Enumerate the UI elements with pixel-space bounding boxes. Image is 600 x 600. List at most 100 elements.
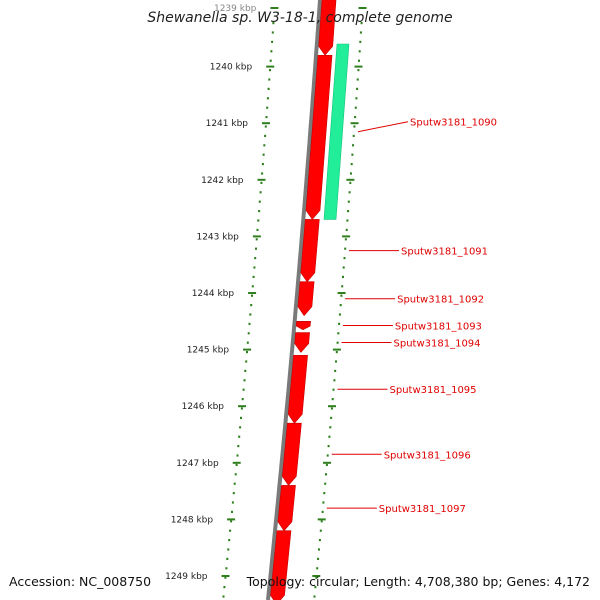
- ruler-dot: [336, 341, 339, 344]
- gene-label: Sputw3181_1094: [394, 339, 481, 350]
- gene-label: Sputw3181_1095: [390, 385, 477, 396]
- ruler-dot: [359, 31, 362, 34]
- ruler-dot: [234, 473, 237, 476]
- ruler-tick-label: 1240 kbp: [210, 63, 253, 73]
- ruler-dot: [237, 445, 240, 448]
- ruler-dot: [346, 219, 349, 222]
- gene-label: Sputw3181_1092: [397, 295, 484, 306]
- ruler-tick: [238, 405, 246, 408]
- ruler-dot: [342, 275, 344, 278]
- forward-gene: [295, 320, 311, 331]
- ruler-tick: [337, 292, 346, 294]
- ruler-tick: [358, 7, 367, 9]
- ruler-dot: [229, 529, 232, 532]
- ruler-dot: [352, 144, 354, 147]
- reverse-gene: [323, 43, 350, 220]
- ruler-dot: [316, 567, 319, 570]
- ruler-dot: [340, 294, 343, 297]
- ruler-dot: [254, 257, 257, 260]
- topology-text: Topology: circular; Length: 4,708,380 bp…: [246, 574, 590, 589]
- ruler-dot: [356, 78, 359, 81]
- ruler-dot: [330, 416, 333, 419]
- ruler-dot: [318, 548, 320, 551]
- ruler-dot: [250, 304, 253, 307]
- ruler-tick-label: 1247 kbp: [176, 459, 219, 469]
- genome-title: Shewanella sp. W3-18-1, complete genome: [147, 10, 453, 26]
- ruler-dot: [349, 181, 352, 184]
- ruler-dot: [251, 285, 254, 288]
- ruler-dot: [223, 586, 226, 589]
- ruler-dot: [247, 332, 250, 335]
- ruler-outer: [313, 22, 363, 598]
- ruler-dot: [243, 379, 246, 382]
- ruler-dot: [242, 388, 245, 391]
- ruler-dot: [258, 200, 261, 203]
- ruler-dot: [342, 266, 345, 269]
- ruler-dot: [350, 163, 353, 166]
- ruler-dot: [264, 125, 267, 128]
- ruler-dot: [256, 228, 259, 231]
- ruler-tick: [266, 65, 275, 68]
- ruler-dot: [317, 557, 320, 560]
- forward-gene: [287, 354, 308, 424]
- forward-gene: [300, 219, 320, 283]
- ruler-dot: [269, 59, 272, 62]
- ruler-dot: [329, 426, 332, 429]
- ruler-dot: [248, 322, 251, 325]
- ruler-dot: [246, 351, 248, 354]
- ruler-dot: [267, 87, 270, 90]
- ruler-dot: [240, 416, 242, 419]
- ruler-dot: [228, 539, 231, 542]
- ruler-dot: [253, 266, 256, 269]
- ruler-dot: [335, 360, 337, 363]
- ruler-dot: [353, 125, 356, 128]
- ruler-dot: [350, 172, 352, 175]
- ruler-dot: [231, 501, 234, 504]
- ruler-dot: [238, 435, 241, 438]
- ruler-tick-label: 1244 kbp: [192, 289, 235, 299]
- ruler-dot: [266, 97, 269, 100]
- ruler-tick-label: 1242 kbp: [201, 176, 244, 186]
- ruler-dot: [322, 501, 325, 504]
- ruler-tick-label: 1249 kbp: [165, 572, 208, 582]
- forward-gene: [281, 422, 302, 486]
- ruler-dot: [252, 275, 255, 278]
- ruler-dot: [344, 247, 347, 250]
- ruler-dot: [235, 463, 238, 466]
- ruler-dot: [268, 78, 271, 81]
- ruler-dot: [264, 134, 267, 137]
- ruler-dot: [338, 322, 341, 325]
- ruler-dot: [334, 369, 337, 372]
- ruler-dot: [255, 238, 258, 241]
- ruler-tick: [227, 518, 236, 521]
- ruler-dot: [313, 595, 316, 598]
- ruler-dot: [239, 426, 242, 429]
- ruler-dot: [249, 313, 252, 316]
- ruler-dot: [343, 257, 346, 260]
- ruler-dot: [318, 539, 321, 542]
- ruler-dot: [327, 445, 330, 448]
- gene-label: Sputw3181_1093: [395, 322, 482, 333]
- ruler-dot: [263, 144, 266, 147]
- ruler-tick: [354, 65, 363, 68]
- ruler-tick: [328, 405, 336, 408]
- ruler-dot: [320, 520, 323, 523]
- ruler-dot: [323, 492, 326, 495]
- ruler-dot: [351, 153, 354, 156]
- ruler-tick: [232, 461, 241, 464]
- forward-gene: [305, 54, 333, 220]
- ruler-tick: [323, 461, 331, 464]
- ruler-tick: [332, 348, 341, 351]
- ruler-dot: [319, 529, 322, 532]
- ruler-dot: [265, 116, 268, 119]
- ruler-tick: [262, 122, 270, 125]
- ruler-dot: [348, 191, 351, 194]
- forward-gene: [277, 485, 296, 532]
- ruler-dot: [227, 548, 230, 551]
- ruler-dot: [359, 40, 362, 43]
- ruler-tick: [270, 7, 279, 9]
- ruler-dot: [240, 407, 243, 410]
- ruler-dot: [258, 210, 261, 213]
- ruler-tick: [342, 235, 351, 238]
